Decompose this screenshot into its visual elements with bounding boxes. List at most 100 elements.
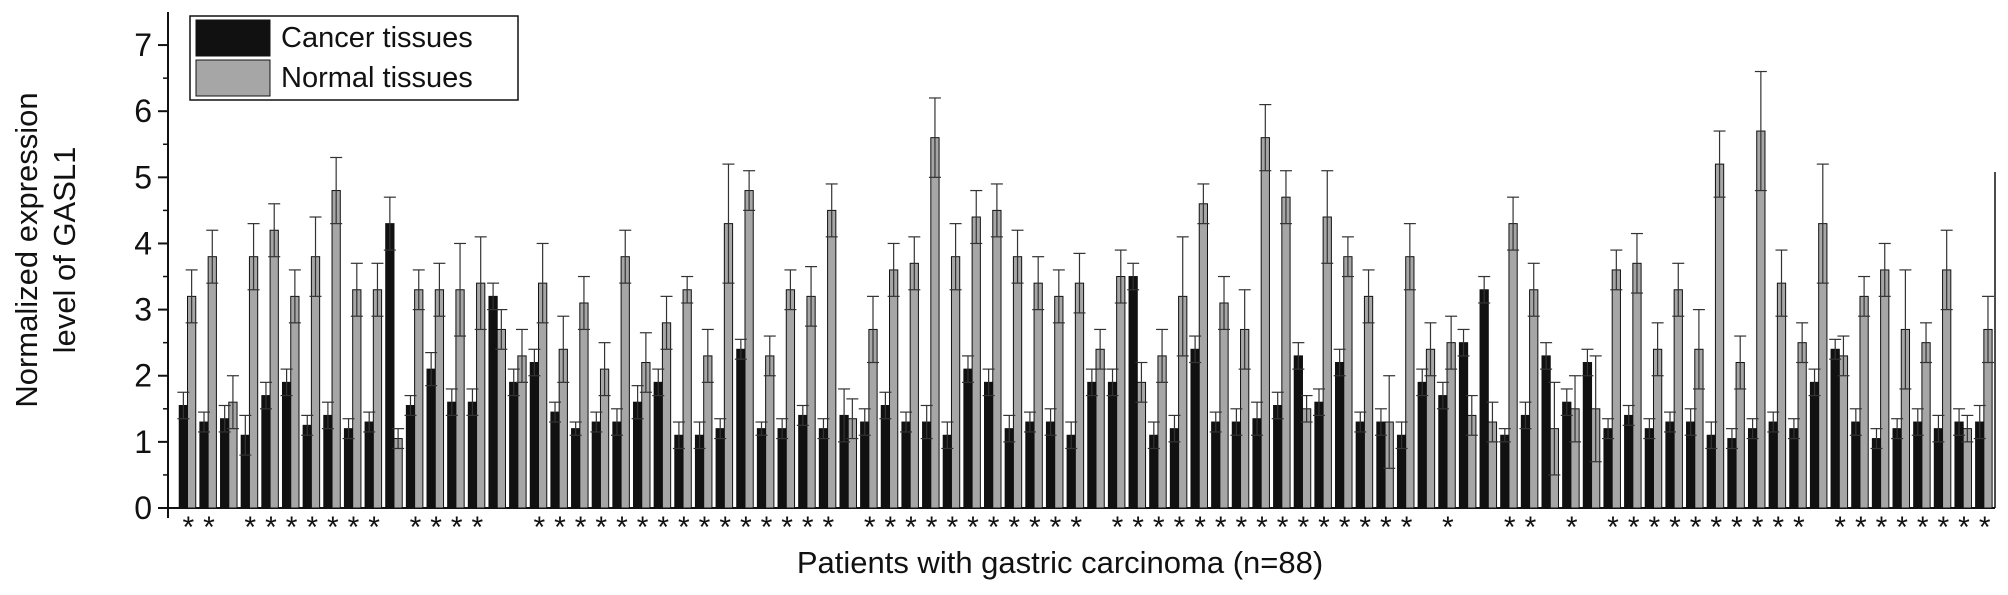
bar-normal <box>1838 355 1849 509</box>
bar-group <box>1312 170 1334 509</box>
bar-cancer <box>1211 421 1221 509</box>
bar-normal <box>1260 137 1270 509</box>
bar-cancer <box>1107 381 1118 509</box>
bar-group <box>1602 249 1623 509</box>
significance-star: * <box>1401 511 1413 544</box>
y-tick-label: 3 <box>134 292 152 328</box>
bar-normal <box>1198 203 1208 509</box>
bar-group <box>1725 335 1747 509</box>
significance-star: * <box>988 511 1000 544</box>
significance-star: * <box>1938 511 1950 544</box>
significance-star: * <box>1504 511 1516 544</box>
bar-cancer <box>447 401 457 509</box>
bar-group <box>301 216 322 509</box>
bar-group <box>1333 236 1354 509</box>
significance-star: * <box>1917 511 1929 544</box>
bar-group <box>1292 342 1313 509</box>
bar-cancer <box>364 421 374 509</box>
bar-cancer <box>1293 355 1303 509</box>
significance-star: * <box>1236 511 1248 544</box>
bar-group <box>1684 309 1705 509</box>
bar-group <box>652 295 673 509</box>
bar-cancer <box>1128 276 1138 509</box>
bar-cancer <box>1541 355 1551 509</box>
significance-star: * <box>306 511 318 544</box>
bar-group <box>1953 408 1974 509</box>
bar-cancer <box>1500 434 1510 509</box>
bar-cancer <box>1665 421 1675 509</box>
significance-star: * <box>1153 511 1165 544</box>
bar-normal <box>992 209 1002 509</box>
significance-star: * <box>1297 511 1309 544</box>
significance-star: * <box>1607 511 1619 544</box>
bar-normal <box>1797 342 1807 509</box>
significance-star: * <box>1050 511 1062 544</box>
significance-star: * <box>1958 511 1970 544</box>
y-axis-title-line-1: Normalized expression <box>9 92 44 407</box>
bar-cancer <box>1789 428 1799 509</box>
bar-normal <box>434 289 445 509</box>
significance-star: * <box>1215 511 1227 544</box>
bar-group <box>755 335 776 509</box>
bar-cancer <box>715 428 725 509</box>
significance-star: * <box>1256 511 1268 544</box>
bar-normal <box>1405 256 1415 509</box>
bar-normal <box>1714 163 1725 509</box>
bar-normal <box>1343 256 1353 509</box>
bar-normal <box>1611 269 1621 509</box>
bar-group <box>1374 375 1396 509</box>
bar-cancer <box>199 421 209 509</box>
bar-cancer <box>529 362 540 509</box>
significance-star: * <box>265 511 277 544</box>
bar-group <box>610 229 632 509</box>
significance-star: * <box>678 511 690 544</box>
bar-cancer <box>467 401 478 509</box>
bar-cancer <box>405 404 416 509</box>
bar-group <box>1829 335 1850 509</box>
bar-group <box>445 242 467 509</box>
bar-group <box>590 342 611 509</box>
legend-label-normal: Normal tissues <box>281 62 473 94</box>
significance-star: * <box>182 511 194 544</box>
bar-cancer <box>385 223 395 509</box>
bar-normal <box>372 289 383 509</box>
bar-group <box>714 163 735 509</box>
bar-normal <box>331 190 341 509</box>
bar-normal <box>290 295 300 509</box>
bar-cancer <box>756 428 767 509</box>
bar-group <box>1540 342 1561 509</box>
bar-cancer <box>963 368 973 509</box>
y-axis-title-line-2: level of GASL1 <box>47 147 82 354</box>
bar-cancer <box>880 404 891 509</box>
bar-cancer <box>178 404 188 509</box>
bar-group <box>425 262 446 509</box>
y-tick-label: 1 <box>134 424 152 460</box>
bar-cancer <box>323 414 333 509</box>
significance-star: * <box>699 511 711 544</box>
bar-group <box>1767 249 1788 509</box>
significance-star: * <box>637 511 649 544</box>
bar-cancer <box>1335 362 1345 509</box>
bar-group <box>1436 315 1458 509</box>
bar-normal <box>352 289 362 509</box>
bar-group <box>1457 328 1478 509</box>
significance-star: * <box>1855 511 1867 544</box>
significance-star: * <box>1896 511 1908 544</box>
bar-normal <box>1529 289 1539 509</box>
bar-group <box>1354 269 1375 509</box>
bar-cancer <box>261 395 271 509</box>
significance-star: * <box>327 511 339 544</box>
bar-cancer <box>1273 404 1283 509</box>
legend-label-cancer: Cancer tissues <box>281 22 473 54</box>
bar-cancer <box>302 424 312 509</box>
bar-group <box>363 262 384 509</box>
bar-group <box>404 269 425 509</box>
bar-cancer <box>818 428 829 509</box>
bar-group <box>1560 375 1582 509</box>
y-tick-label: 4 <box>134 225 152 261</box>
significance-markers: * * * * * * * * * * * * * * * * * * * * * * * * * * * * * * * * * * * * * * * *… <box>182 511 1990 544</box>
significance-star: * <box>1628 511 1640 544</box>
bar-cancer <box>1582 362 1593 509</box>
significance-star: * <box>286 511 298 544</box>
significance-star: * <box>1359 511 1371 544</box>
